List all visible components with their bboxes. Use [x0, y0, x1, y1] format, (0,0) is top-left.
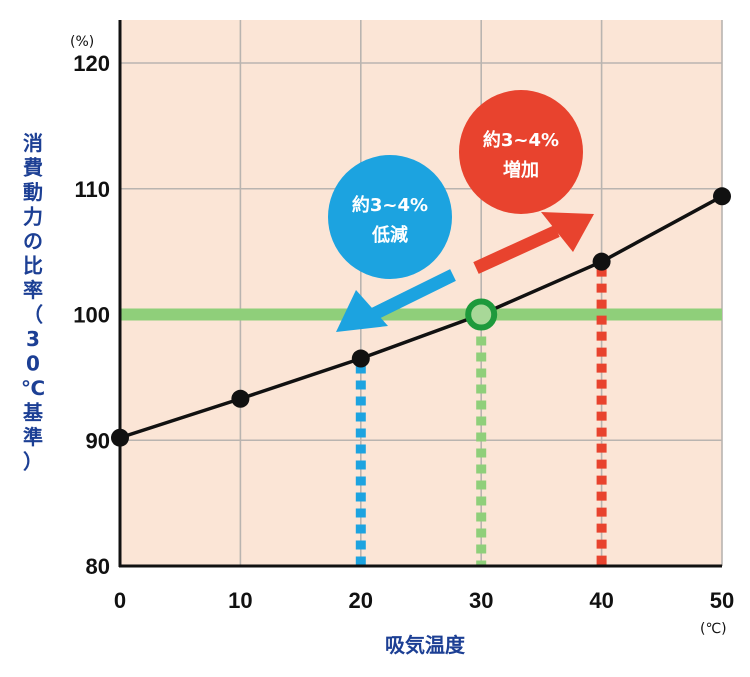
x-tick-label: 50: [710, 588, 734, 613]
data-point: [231, 389, 250, 408]
y-tick-label: 110: [75, 177, 111, 202]
y-axis-title: 消費動力の比率（ 3 0 ℃基準）: [21, 131, 45, 474]
x-tick-labels: 0 10 20 30 40 50: [114, 588, 734, 613]
axes: [118, 20, 722, 568]
annotation-bubbles: 約3~4% 低減 約3~4% 増加: [328, 90, 583, 279]
increase-bubble-line1: 約3~4%: [483, 129, 559, 151]
y-tick-labels: 80 90 100 110 120: [73, 51, 110, 579]
drop-lines: [355, 267, 607, 566]
increase-arrow-head: [541, 212, 594, 252]
data-point: [713, 187, 731, 206]
highlight-point: [465, 298, 498, 331]
increase-bubble: [459, 90, 583, 214]
series-line: [119, 194, 723, 440]
x-tick-label: 10: [228, 588, 252, 613]
decrease-arrow-head: [336, 290, 388, 332]
x-axis-title: 吸気温度: [385, 633, 466, 657]
x-tick-label: 20: [349, 588, 373, 613]
y-tick-label: 100: [73, 303, 110, 328]
y-unit: (%): [70, 34, 94, 50]
x-tick-label: 40: [589, 588, 613, 613]
decrease-bubble: [328, 155, 452, 279]
decrease-bubble-line1: 約3~4%: [352, 194, 428, 216]
y-tick-label: 90: [86, 428, 110, 453]
increase-arrow-shaft: [473, 225, 560, 274]
annotation-arrows: [336, 212, 594, 332]
increase-bubble-line2: 増加: [503, 159, 539, 181]
x-unit: (℃): [700, 621, 727, 637]
y-tick-label: 80: [86, 554, 110, 579]
data-point: [592, 252, 611, 271]
x-tick-label: 30: [469, 588, 493, 613]
data-point: [351, 349, 370, 368]
decrease-arrow-shaft: [369, 269, 456, 321]
decrease-bubble-line2: 低減: [371, 224, 408, 246]
y-tick-label: 120: [73, 51, 110, 76]
x-tick-label: 0: [114, 588, 126, 613]
